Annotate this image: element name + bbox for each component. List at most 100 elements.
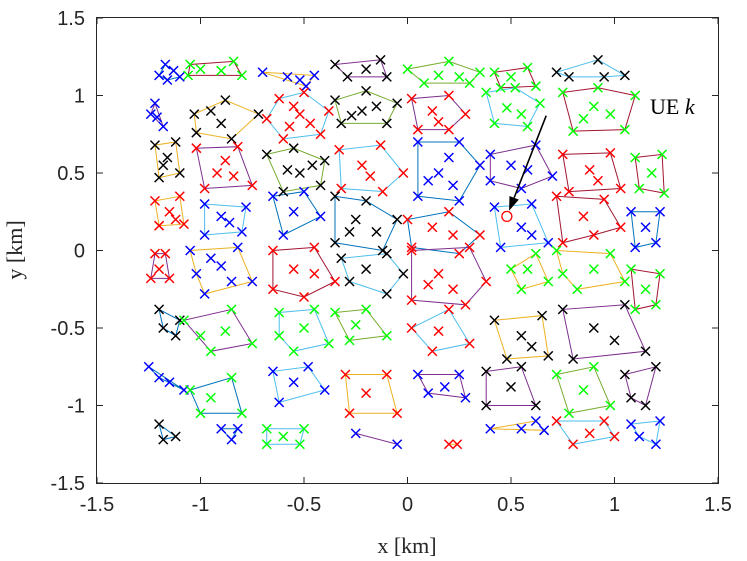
ue-marker <box>460 392 471 403</box>
ue-marker <box>516 361 527 372</box>
ue-marker <box>433 167 444 179</box>
ue-marker <box>423 175 434 186</box>
ue-marker <box>516 330 527 341</box>
ue-marker <box>261 439 272 450</box>
ue-marker <box>342 71 353 82</box>
ue-marker <box>191 143 202 154</box>
ue-marker <box>464 338 475 349</box>
ue-marker <box>195 408 206 419</box>
x-tick-label: 0 <box>402 494 413 516</box>
ue-marker <box>288 377 299 388</box>
cluster-outline-7 <box>150 101 164 127</box>
ue-marker <box>149 195 160 206</box>
cluster-outline-11 <box>410 94 467 131</box>
ue-marker <box>267 284 278 295</box>
ue-marker <box>657 149 668 160</box>
ue-marker <box>650 439 661 450</box>
ue-marker <box>592 54 603 65</box>
ue-marker <box>630 152 641 163</box>
ue-marker <box>619 276 630 287</box>
ue-marker <box>174 191 185 202</box>
ue-marker <box>189 109 200 120</box>
cluster-outline-19 <box>489 144 554 190</box>
ue-marker <box>464 78 475 89</box>
ue-marker <box>619 369 630 380</box>
cluster-outline-44 <box>562 304 647 360</box>
ue-marker <box>216 118 227 129</box>
ue-marker <box>551 369 562 380</box>
ue-marker <box>164 273 175 284</box>
ue-marker <box>464 242 475 253</box>
ue-marker <box>309 70 320 81</box>
ue-marker <box>267 366 278 377</box>
y-tick-label: 1 <box>74 86 85 108</box>
ue-marker <box>164 206 175 217</box>
ue-marker <box>226 276 237 287</box>
cluster-outline-17 <box>338 144 405 193</box>
ue-marker <box>247 276 258 287</box>
ue-marker <box>537 310 548 321</box>
y-axis-label: y [km] <box>2 220 27 279</box>
ue-marker <box>154 264 165 275</box>
ue-marker <box>381 288 392 299</box>
ue-marker <box>154 70 165 81</box>
ue-marker <box>158 160 169 171</box>
ue-marker <box>381 118 392 129</box>
ue-marker <box>205 346 216 357</box>
ue-marker <box>154 419 165 430</box>
ue-marker <box>454 136 465 148</box>
ue-marker <box>563 408 574 419</box>
y-tick-label: 0.5 <box>57 163 85 185</box>
annotation-label-italic: k <box>685 94 696 119</box>
y-tick-label: -0.5 <box>51 318 85 340</box>
ue-marker <box>474 229 485 241</box>
ue-marker <box>584 164 595 175</box>
ue-marker <box>402 214 413 225</box>
x-tick-label: 1 <box>609 494 620 516</box>
ue-marker <box>319 155 330 166</box>
ue-marker <box>439 381 450 392</box>
ue-marker <box>212 167 223 179</box>
ue-marker <box>183 70 194 81</box>
ue-marker <box>526 341 537 352</box>
x-axis: -1.5 -1 -0.5 0 0.5 1 1.5 <box>80 18 732 516</box>
ue-marker <box>191 127 202 138</box>
ue-marker <box>551 67 562 78</box>
ue-marker <box>170 214 181 225</box>
ue-marker <box>619 299 630 310</box>
ue-marker <box>160 59 171 70</box>
ue-marker <box>605 109 616 120</box>
ue-marker <box>592 175 603 186</box>
ue-marker <box>154 372 165 383</box>
ue-marker <box>433 326 444 337</box>
ue-marker <box>474 67 485 78</box>
ue-marker <box>423 388 434 399</box>
cluster-outline-36 <box>555 249 626 290</box>
ue-marker <box>489 315 500 326</box>
ue-marker <box>481 366 492 377</box>
ue-marker <box>568 439 579 450</box>
ue-marker <box>406 322 417 334</box>
ue-marker <box>145 273 156 284</box>
ue-marker <box>278 431 289 442</box>
cluster-outline-47 <box>272 366 326 404</box>
ue-marker <box>557 268 568 279</box>
ue-marker <box>630 304 641 315</box>
ue-marker <box>640 284 651 295</box>
ue-marker <box>375 140 386 151</box>
ue-marker <box>294 167 305 179</box>
ue-marker <box>522 121 533 132</box>
ue-marker <box>205 253 216 264</box>
ue-marker <box>655 415 666 427</box>
cluster-outline-32 <box>272 246 336 298</box>
ue-marker <box>170 136 181 148</box>
y-tick-label: 0 <box>74 241 85 263</box>
x-tick-label: -0.5 <box>287 494 321 516</box>
ue-marker <box>630 90 641 101</box>
ue-marker <box>330 191 341 202</box>
ue-marker <box>433 70 444 81</box>
ue-marker <box>261 423 272 434</box>
ue-marker <box>452 439 463 450</box>
ue-marker <box>261 113 272 124</box>
